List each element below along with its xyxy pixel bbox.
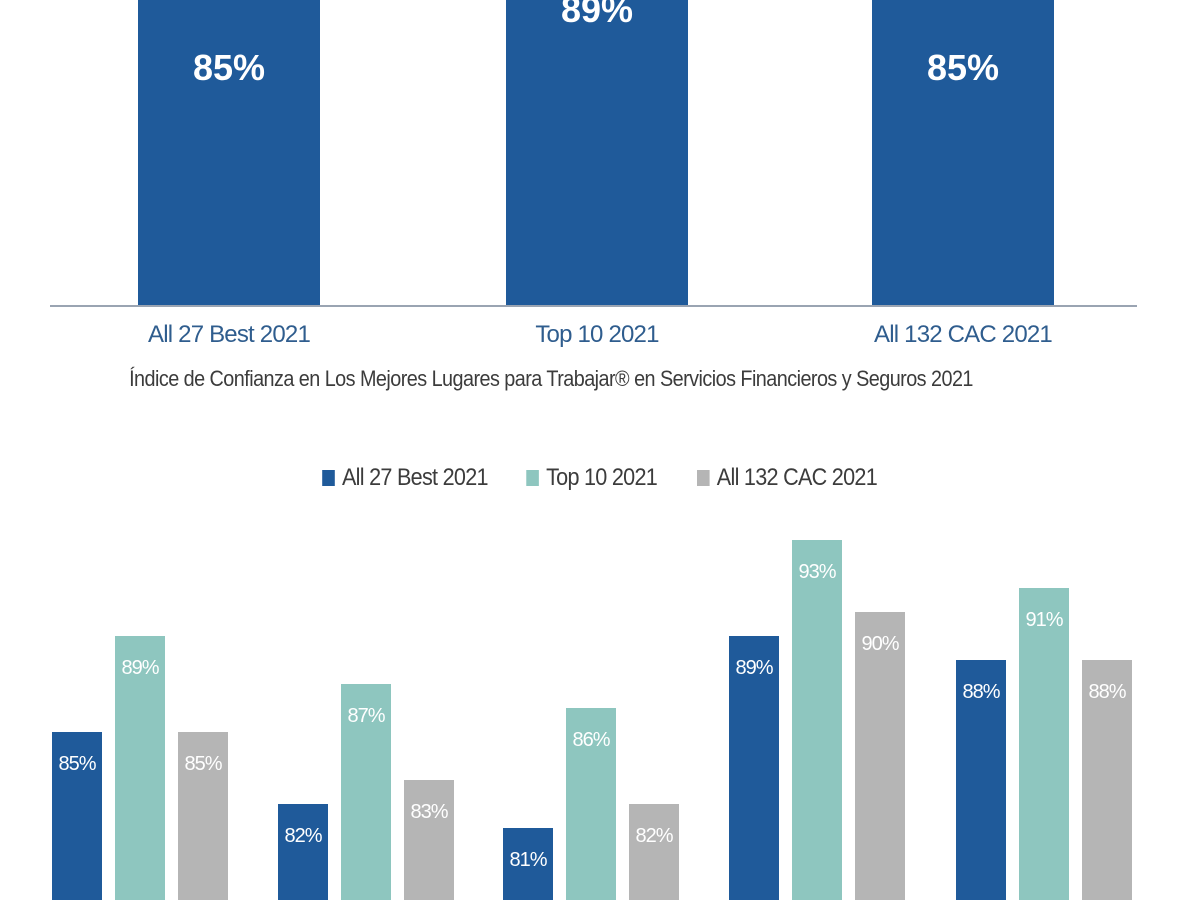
top-bar-chart: 85%89%85% All 27 Best 2021 Top 10 2021 All… <box>50 0 1137 348</box>
bottom-bar <box>503 828 553 900</box>
bottom-bar <box>729 636 779 900</box>
top-bar <box>138 0 320 307</box>
bottom-bar <box>956 660 1006 900</box>
legend-swatch <box>322 470 336 486</box>
bottom-bar <box>629 804 679 900</box>
bottom-bar <box>404 780 454 900</box>
chart-caption: Índice de Confianza en Los Mejores Lugar… <box>129 366 973 391</box>
bottom-bar-data-label: 86% <box>572 729 610 751</box>
bottom-bar-data-label: 91% <box>1025 609 1063 631</box>
legend-item: All 132 CAC 2021 <box>696 464 877 492</box>
bottom-bar-data-label: 93% <box>798 561 836 583</box>
bottom-bar-data-label: 83% <box>410 801 448 823</box>
bottom-bar-data-label: 82% <box>284 825 322 847</box>
legend-item: Top 10 2021 <box>526 464 658 492</box>
bottom-bar-data-label: 87% <box>347 705 385 727</box>
bottom-bar <box>855 612 905 900</box>
legend-label: All 132 CAC 2021 <box>716 464 877 491</box>
top-bar <box>872 0 1054 307</box>
legend-label: Top 10 2021 <box>546 464 658 491</box>
bottom-bar <box>1019 588 1069 900</box>
legend: All 27 Best 2021 Top 10 2021 All 132 CAC 2… <box>0 464 1200 492</box>
legend-swatch <box>696 470 710 486</box>
bottom-bar <box>792 540 842 900</box>
bottom-bar-data-label: 89% <box>735 657 773 679</box>
bottom-bar-data-label: 88% <box>962 681 1000 703</box>
legend-swatch <box>526 470 540 486</box>
bottom-bar-data-label: 81% <box>509 849 547 871</box>
top-category-label: Top 10 2021 <box>535 321 659 348</box>
bottom-bar <box>278 804 328 900</box>
top-bar-data-label: 89% <box>561 0 633 30</box>
bottom-grouped-bar-chart: 85% 82% 81% 89% 88% 89% 87% 86% 93% 91% 85% 83% 82% 9… <box>52 540 1132 900</box>
bottom-bar-data-label: 85% <box>184 753 222 775</box>
legend-item: All 27 Best 2021 <box>322 464 489 492</box>
bottom-chart-bars: 85% 82% 81% 89% 88% 89% 87% 86% 93% 91% 85% 83% 82% 9… <box>52 540 1132 900</box>
bottom-bar <box>1082 660 1132 900</box>
bottom-bar <box>52 732 102 900</box>
bottom-bar <box>115 636 165 900</box>
bottom-bar-data-label: 82% <box>635 825 673 847</box>
top-chart-bars: 85% 89% 85% <box>138 0 1054 307</box>
bottom-bar-data-label: 90% <box>861 633 899 655</box>
top-category-label: All 27 Best 2021 <box>148 321 310 348</box>
top-bar-data-label: 85% <box>927 47 999 88</box>
legend-label: All 27 Best 2021 <box>342 464 489 491</box>
top-category-label: All 132 CAC 2021 <box>874 321 1052 348</box>
bottom-bar <box>178 732 228 900</box>
bottom-bar <box>566 708 616 900</box>
bottom-bar-data-label: 85% <box>58 753 96 775</box>
top-bar <box>506 0 688 307</box>
bottom-bar-data-label: 89% <box>121 657 159 679</box>
top-bar-data-label: 85% <box>193 47 265 88</box>
top-category-labels: All 27 Best 2021 Top 10 2021 All 132 CAC 2… <box>148 321 1053 348</box>
bottom-bar-data-label: 88% <box>1088 681 1126 703</box>
bottom-bar <box>341 684 391 900</box>
